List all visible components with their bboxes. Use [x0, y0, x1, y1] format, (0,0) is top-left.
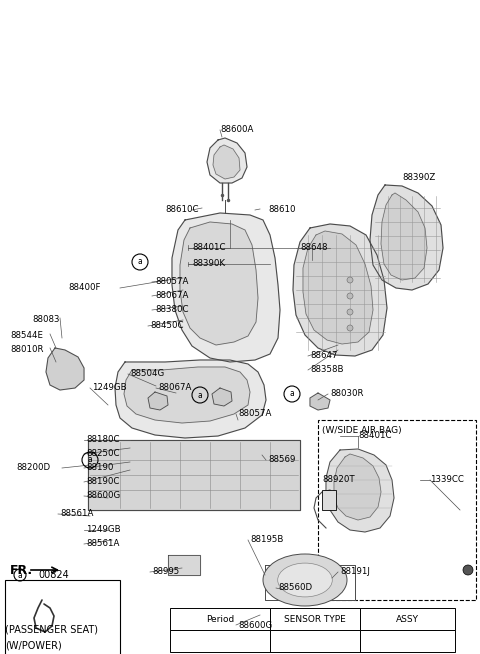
Bar [360, 630, 455, 652]
Text: a: a [88, 455, 92, 464]
Text: 88610: 88610 [268, 205, 296, 215]
Polygon shape [172, 213, 280, 362]
Text: 88920T: 88920T [322, 475, 355, 485]
Text: 88560D: 88560D [278, 583, 312, 593]
Text: 88200D: 88200D [16, 464, 50, 472]
Circle shape [347, 293, 353, 299]
Text: 88648: 88648 [300, 243, 327, 252]
Text: 88250C: 88250C [86, 449, 120, 458]
Circle shape [347, 277, 353, 283]
Text: 88191J: 88191J [340, 568, 370, 576]
Text: (W/POWER): (W/POWER) [5, 640, 62, 650]
Text: 1249GB: 1249GB [86, 526, 120, 534]
Polygon shape [370, 185, 443, 290]
Polygon shape [124, 367, 250, 423]
Text: 1249GB: 1249GB [92, 383, 127, 392]
Polygon shape [310, 393, 330, 410]
Polygon shape [293, 224, 387, 356]
Text: 88561A: 88561A [86, 540, 120, 549]
Circle shape [463, 565, 473, 575]
Text: 88010R: 88010R [10, 345, 44, 354]
Text: ASSY: ASSY [396, 615, 419, 623]
Text: 88067A: 88067A [158, 383, 192, 392]
Polygon shape [212, 388, 232, 406]
Ellipse shape [278, 563, 332, 597]
Text: (PASSENGER SEAT): (PASSENGER SEAT) [5, 624, 98, 634]
Polygon shape [303, 231, 373, 344]
Text: 88057A: 88057A [238, 409, 271, 419]
Polygon shape [334, 454, 381, 520]
Bar [170, 630, 270, 652]
Text: 88190C: 88190C [86, 477, 120, 487]
Text: a: a [198, 390, 203, 400]
Polygon shape [168, 555, 200, 575]
Text: 88400F: 88400F [68, 283, 100, 292]
Text: 88380C: 88380C [155, 305, 189, 315]
Bar [270, 630, 360, 652]
Text: 88647: 88647 [310, 351, 337, 360]
Text: 88600A: 88600A [220, 126, 253, 135]
Text: 88544E: 88544E [10, 332, 43, 341]
Text: a: a [18, 570, 23, 579]
Polygon shape [207, 138, 247, 183]
Text: 88504G: 88504G [130, 370, 164, 379]
Text: 88180C: 88180C [86, 436, 120, 445]
Text: 88401C: 88401C [192, 243, 226, 252]
Polygon shape [213, 145, 240, 179]
Text: a: a [289, 390, 294, 398]
Polygon shape [265, 565, 355, 600]
Text: 88195B: 88195B [250, 536, 283, 545]
Text: 00824: 00824 [38, 570, 69, 580]
Bar [270, 608, 360, 630]
Text: 88030R: 88030R [330, 390, 363, 398]
Text: 1339CC: 1339CC [430, 475, 464, 485]
Polygon shape [115, 360, 266, 438]
Text: 88401C: 88401C [358, 432, 392, 441]
Bar [318, 420, 476, 600]
Circle shape [347, 309, 353, 315]
Text: 88390Z: 88390Z [402, 173, 435, 182]
Text: 88995: 88995 [152, 568, 179, 576]
Text: 88569: 88569 [268, 455, 295, 464]
Bar [5, 580, 120, 654]
Polygon shape [381, 193, 427, 280]
Text: 88067A: 88067A [155, 292, 188, 300]
Text: 88390K: 88390K [192, 260, 225, 269]
Polygon shape [180, 222, 258, 345]
Text: 88358B: 88358B [310, 366, 344, 375]
Text: SENSOR TYPE: SENSOR TYPE [284, 615, 346, 623]
Text: 88600G: 88600G [238, 621, 272, 630]
Text: 88057A: 88057A [155, 277, 188, 286]
Bar [360, 608, 455, 630]
Text: 88600G: 88600G [86, 492, 120, 500]
Text: 88561A: 88561A [60, 509, 94, 519]
Text: 88083: 88083 [32, 315, 60, 324]
Text: a: a [138, 258, 143, 266]
Ellipse shape [263, 554, 347, 606]
Polygon shape [46, 348, 84, 390]
Polygon shape [326, 449, 394, 532]
Text: 88450C: 88450C [150, 322, 183, 330]
Text: Period: Period [206, 615, 234, 623]
Circle shape [347, 325, 353, 331]
Text: FR.: FR. [10, 564, 33, 576]
Text: 88610C: 88610C [165, 205, 199, 215]
Bar [322, 490, 336, 510]
Bar [170, 608, 270, 630]
Polygon shape [88, 440, 300, 510]
Text: (W/SIDE AIR BAG): (W/SIDE AIR BAG) [322, 426, 402, 435]
Text: 88190: 88190 [86, 464, 113, 472]
Polygon shape [148, 392, 168, 410]
